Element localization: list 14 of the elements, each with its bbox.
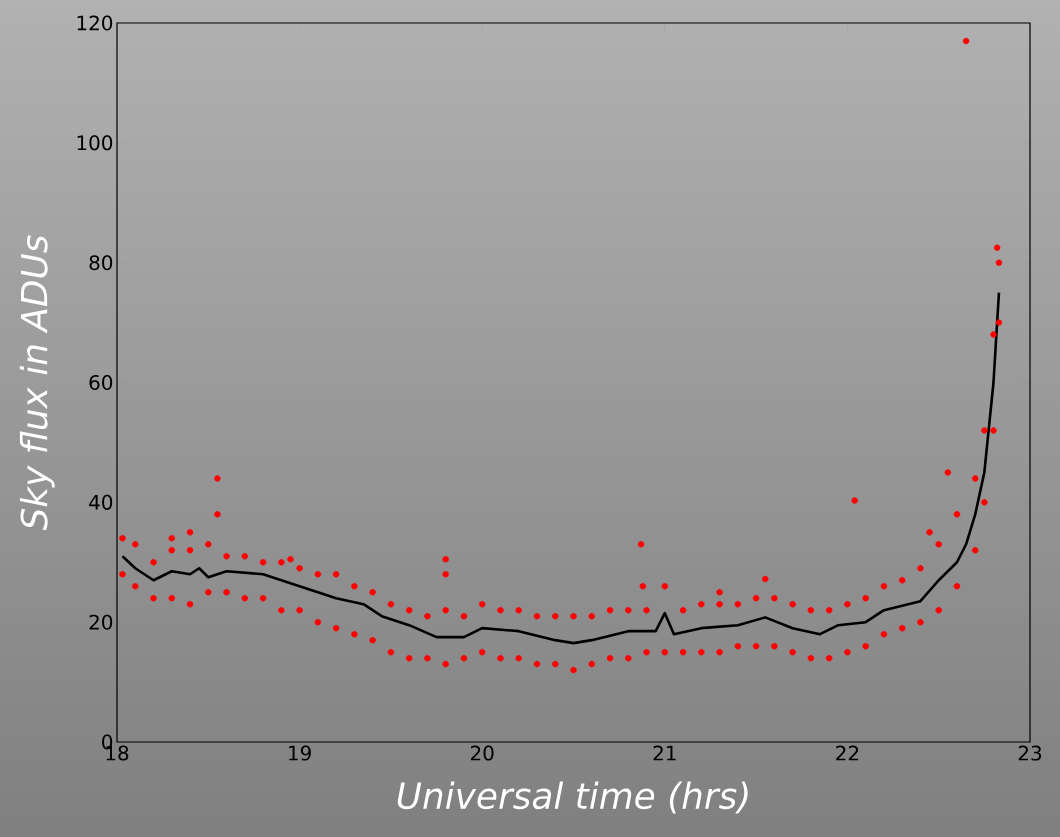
x-tick-label: 21 xyxy=(653,745,676,761)
y-axis-title: Sky flux in ADUs xyxy=(19,235,55,531)
x-axis-title: Universal time (hrs) xyxy=(397,781,748,814)
x-tick-label: 19 xyxy=(289,745,311,761)
y-tick-label: 120 xyxy=(77,15,113,31)
y-tick-label: 60 xyxy=(89,374,113,391)
y-tick-label: 40 xyxy=(89,494,113,510)
x-tick-label: 22 xyxy=(836,745,859,761)
y-tick-label: 100 xyxy=(77,135,113,151)
y-tick-label: 20 xyxy=(89,614,113,630)
line-series xyxy=(121,291,1001,645)
x-tick-label: 23 xyxy=(1018,745,1042,761)
y-tick-label: 80 xyxy=(89,255,113,271)
x-tick-label: 20 xyxy=(470,745,494,761)
